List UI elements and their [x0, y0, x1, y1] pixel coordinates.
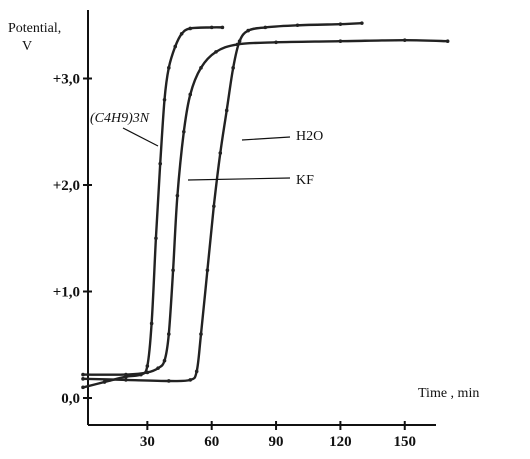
annotation-leader-kf — [187, 177, 291, 181]
data-point — [156, 366, 160, 370]
data-point — [158, 161, 163, 166]
annotations: (C4H9)3N H2O KF — [90, 111, 323, 188]
data-point — [154, 236, 158, 241]
series-group — [81, 21, 450, 390]
data-point — [205, 268, 210, 273]
data-point — [81, 372, 85, 377]
data-point — [338, 39, 343, 44]
data-point — [171, 268, 175, 273]
data-point — [149, 321, 154, 326]
data-point — [220, 25, 225, 30]
y-tick-label: +1,0 — [53, 285, 80, 301]
data-point — [188, 92, 193, 97]
data-point — [145, 364, 150, 368]
data-point — [295, 23, 300, 28]
data-point — [274, 40, 278, 45]
series-line-h2o — [82, 21, 362, 383]
data-point — [263, 25, 268, 30]
x-tick-label: 120 — [329, 434, 352, 450]
data-point — [167, 379, 171, 383]
data-point — [81, 385, 85, 390]
data-point — [81, 377, 85, 381]
data-point — [246, 28, 250, 33]
data-point — [360, 21, 364, 25]
data-point — [214, 50, 218, 54]
data-point — [199, 332, 203, 336]
x-tick-label: 30 — [140, 434, 155, 450]
annotation-label-h2o: H2O — [296, 129, 323, 144]
data-point — [402, 38, 407, 42]
x-axis-title: Time , min — [418, 386, 479, 401]
annotation-label-kf: KF — [296, 173, 314, 188]
data-point — [237, 39, 242, 44]
data-point — [182, 129, 186, 134]
data-point — [124, 378, 128, 382]
data-point — [188, 26, 193, 31]
data-point — [212, 204, 216, 209]
x-tick-label: 90 — [269, 434, 284, 450]
data-point — [209, 25, 214, 30]
data-point — [231, 66, 235, 70]
data-point — [338, 22, 343, 26]
data-point — [199, 66, 203, 70]
data-point — [179, 31, 184, 36]
data-point — [173, 44, 178, 49]
y-tick-label: +2,0 — [53, 178, 80, 194]
data-point — [102, 380, 107, 384]
data-point — [167, 332, 171, 336]
data-point — [124, 372, 128, 377]
data-point — [167, 66, 171, 70]
y-tick-label: +3,0 — [53, 72, 80, 88]
data-point — [162, 98, 167, 102]
y-axis-title-line2: V — [22, 39, 32, 54]
data-point — [218, 151, 223, 155]
annotation-leader-h2o — [241, 136, 291, 141]
data-point — [188, 378, 193, 382]
data-point — [224, 108, 229, 113]
axes — [87, 10, 436, 426]
annotation-label-c4h9-3n: (C4H9)3N — [90, 111, 150, 126]
y-axis-title-line1: Potential, — [8, 21, 61, 36]
series-line-kf — [82, 39, 448, 376]
annotation-leader-c4h9-3n — [122, 127, 159, 147]
y-tick-label: 0,0 — [61, 391, 80, 407]
data-point — [194, 369, 199, 374]
x-tick-label: 60 — [204, 434, 219, 450]
x-tick-label: 150 — [394, 434, 417, 450]
ticks: 0,0 +1,0 +2,0 +3,0 30 60 90 120 150 — [53, 72, 416, 451]
data-point — [162, 358, 167, 363]
data-point — [175, 193, 180, 198]
data-point — [445, 39, 450, 44]
data-point — [145, 370, 150, 375]
